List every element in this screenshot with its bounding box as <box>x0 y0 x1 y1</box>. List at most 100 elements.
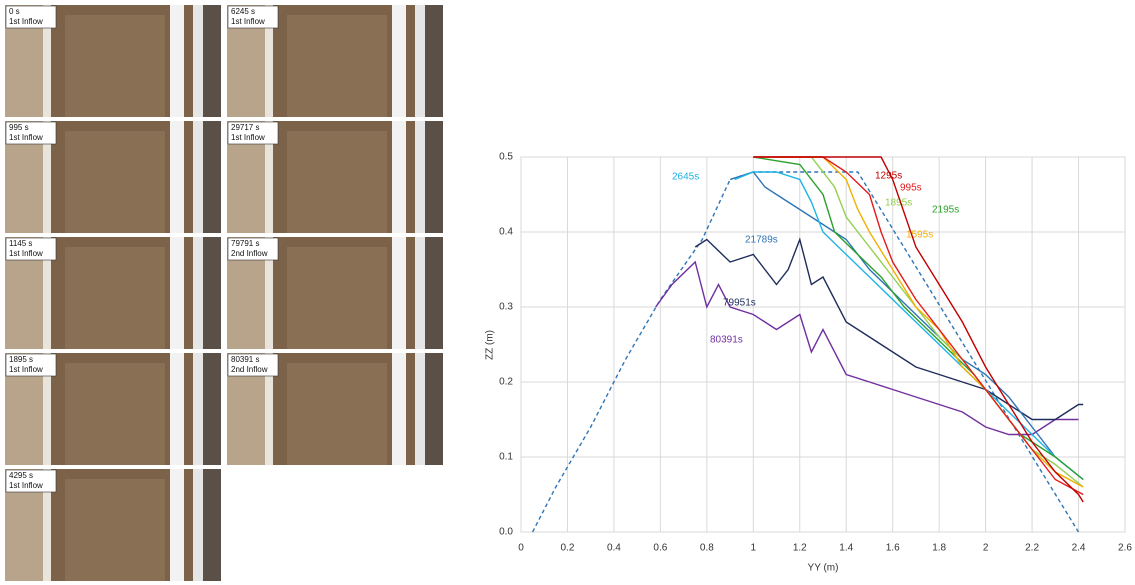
series-label: 2195s <box>932 205 959 216</box>
x-tick-label: 2.2 <box>1025 543 1039 554</box>
photo-bed <box>65 131 165 233</box>
series-label: 995s <box>900 183 922 194</box>
label-box <box>5 121 57 145</box>
photo-wall-edge <box>265 121 273 233</box>
x-tick-label: 1.2 <box>793 543 807 554</box>
photo-inflow: 1st Inflow <box>9 481 43 490</box>
series-line <box>694 237 1084 421</box>
photo-rail2 <box>415 237 425 349</box>
photo-bed <box>287 131 387 233</box>
photo-inflow: 2nd Inflow <box>231 365 268 374</box>
series-label: 1895s <box>885 198 912 209</box>
photo-bed <box>287 363 387 465</box>
photo-rail <box>392 237 406 349</box>
series-line <box>734 171 1084 481</box>
x-tick-label: 1.6 <box>886 543 900 554</box>
photo-inflow: 2nd Inflow <box>231 249 268 258</box>
x-tick-label: 1 <box>751 543 757 554</box>
x-tick-label: 2.6 <box>1118 543 1132 554</box>
photo-time: 4295 s <box>9 471 33 480</box>
x-tick-label: 1.8 <box>932 543 946 554</box>
x-axis-label: YY (m) <box>808 563 839 574</box>
label-box <box>5 353 57 377</box>
photo-inflow: 1st Inflow <box>9 133 43 142</box>
photo-rail2 <box>193 469 203 581</box>
photo-rail2 <box>415 353 425 465</box>
label-box <box>227 5 279 29</box>
x-tick-label: 2 <box>983 543 989 554</box>
photo-time: 995 s <box>9 123 29 132</box>
photo-rail <box>170 353 184 465</box>
photo-inflow: 1st Inflow <box>9 365 43 374</box>
series-label: 2645s <box>672 172 699 183</box>
photo-bed <box>287 247 387 349</box>
photo-wall-edge <box>265 353 273 465</box>
x-tick-label: 0.8 <box>700 543 714 554</box>
photo-rail <box>392 5 406 117</box>
y-tick-label: 0.3 <box>499 302 513 313</box>
photo-rail <box>392 353 406 465</box>
photo-bed <box>65 247 165 349</box>
x-tick-label: 0.6 <box>653 543 667 554</box>
label-box <box>5 469 57 493</box>
photo-side <box>425 5 443 117</box>
y-tick-label: 0.1 <box>499 452 513 463</box>
photo-side <box>203 121 221 233</box>
photo-inflow: 1st Inflow <box>9 17 43 26</box>
photo-bed <box>287 15 387 117</box>
x-tick-label: 0.4 <box>607 543 621 554</box>
label-box <box>227 237 279 261</box>
photo-rail2 <box>193 237 203 349</box>
label-box <box>227 121 279 145</box>
photo-rail2 <box>193 5 203 117</box>
photo-side <box>203 237 221 349</box>
x-tick-label: 0.2 <box>561 543 575 554</box>
photo-rail2 <box>415 5 425 117</box>
label-box <box>5 237 57 261</box>
label-box <box>227 353 279 377</box>
photo-side <box>203 5 221 117</box>
y-tick-label: 0.0 <box>499 527 513 538</box>
photo-side <box>425 121 443 233</box>
photo-time: 79791 s <box>231 239 259 248</box>
series-label: 1295s <box>875 171 902 182</box>
photo-rail2 <box>415 121 425 233</box>
series-label: 21789s <box>745 235 778 246</box>
series-label: 79951s <box>723 298 756 309</box>
photo-rail2 <box>193 121 203 233</box>
photo-wall-edge <box>43 237 51 349</box>
x-tick-label: 2.4 <box>1072 543 1086 554</box>
photo-wall-edge <box>43 353 51 465</box>
photo-wall-edge <box>43 469 51 581</box>
plot-area <box>520 156 1126 533</box>
series-label: 80391s <box>710 335 743 346</box>
photo-rail <box>170 5 184 117</box>
photo-rail2 <box>193 353 203 465</box>
photo-time: 1145 s <box>9 239 32 248</box>
photo-inflow: 1st Inflow <box>9 249 43 258</box>
series-label: 1595s <box>906 230 933 241</box>
series-line <box>655 260 1079 436</box>
photo-side <box>203 469 221 581</box>
photo-bed <box>65 15 165 117</box>
photo-bed <box>65 479 165 581</box>
photo-rail <box>170 121 184 233</box>
photo-side <box>203 353 221 465</box>
y-axis-label: ZZ (m) <box>485 330 496 360</box>
photo-rail <box>392 121 406 233</box>
photo-bed <box>65 363 165 465</box>
photo-wall-edge <box>43 5 51 117</box>
x-tick-label: 1.4 <box>839 543 853 554</box>
photo-time: 29717 s <box>231 123 259 132</box>
y-tick-label: 0.4 <box>499 227 513 238</box>
lines: 80391s 79951s 21789s 2645s 2195s 1895s 1595s 99… <box>531 156 1084 533</box>
series-line <box>753 156 1084 496</box>
